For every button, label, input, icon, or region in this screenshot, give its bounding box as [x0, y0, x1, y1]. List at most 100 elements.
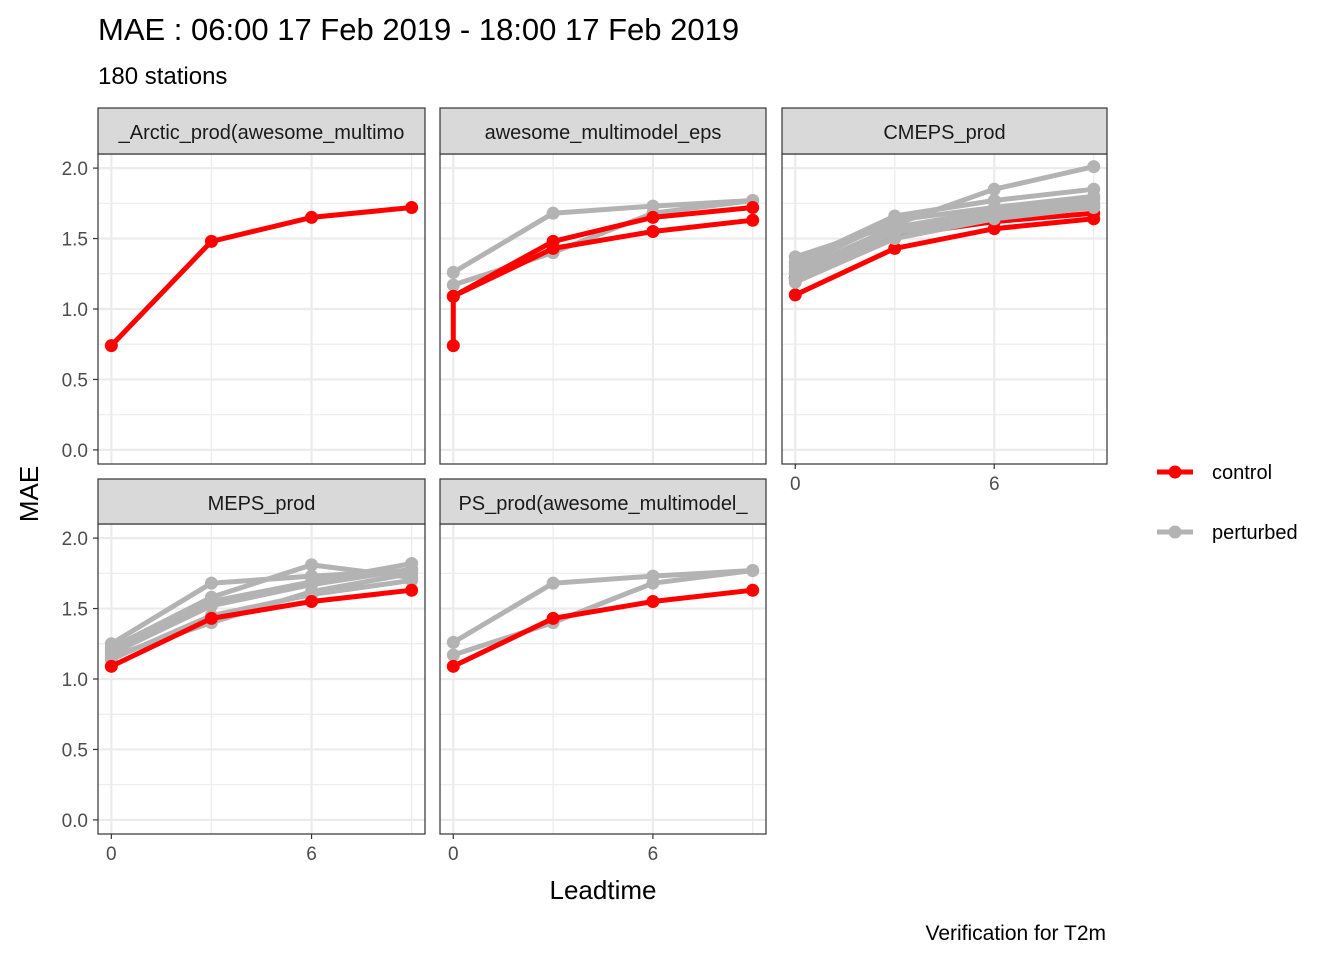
facet-panel: _Arctic_prod(awesome_multimo 0.0 0.5 1.0 1.5…	[62, 107, 426, 465]
y-tick-label: 1.5	[62, 230, 88, 251]
y-tick-label: 0.5	[62, 740, 88, 761]
legend-key-point	[1168, 465, 1182, 479]
data-point-control	[546, 611, 560, 625]
facet-panel: CMEPS_prod 0 6	[781, 107, 1108, 495]
x-axis-label: Leadtime	[550, 875, 657, 905]
facet-strip	[97, 478, 426, 525]
data-point-perturbed	[204, 576, 218, 590]
data-point-control	[204, 234, 218, 248]
x-tick-label: 6	[306, 844, 317, 865]
data-point-perturbed	[1087, 201, 1101, 215]
facet-strip	[439, 478, 767, 525]
series-line-perturbed	[452, 198, 753, 275]
data-point-control	[446, 339, 460, 353]
data-point-control	[646, 210, 660, 224]
facet-panel: PS_prod(awesome_multimodel_ 0 6	[439, 478, 767, 865]
facet-panel: MEPS_prod 0.0 0.5 1.0 1.5 2.0 0 6	[62, 478, 426, 865]
x-tick-label: 0	[448, 844, 459, 865]
series-group	[446, 564, 760, 673]
series-line-perturbed	[110, 561, 413, 654]
data-point-perturbed	[788, 275, 802, 289]
y-tick-label: 1.0	[62, 300, 88, 321]
facet-strip-label: CMEPS_prod	[883, 122, 1005, 144]
facet-panel: awesome_multimodel_eps	[439, 107, 767, 465]
facet-strip-label: _Arctic_prod(awesome_multimo	[118, 122, 405, 144]
data-point-control	[788, 288, 802, 302]
series-group	[104, 201, 419, 353]
facet-strip	[97, 107, 426, 155]
series-line-control	[110, 587, 412, 669]
y-axis-label: MAE	[14, 466, 44, 522]
series-line-perturbed	[794, 205, 1094, 285]
series-group	[104, 556, 419, 673]
data-point-control	[746, 583, 760, 597]
facet-strip	[439, 107, 767, 155]
data-point-perturbed	[204, 599, 218, 613]
data-point-perturbed	[646, 576, 660, 590]
series-line-perturbed	[794, 186, 1094, 265]
data-point-perturbed	[987, 182, 1001, 196]
data-point-control	[305, 210, 319, 224]
data-point-control	[405, 201, 419, 215]
x-tick-label: 6	[989, 474, 1000, 495]
series-line-perturbed	[794, 193, 1094, 269]
legend-label: perturbed	[1212, 522, 1298, 544]
data-point-control	[305, 595, 319, 608]
data-point-perturbed	[405, 573, 419, 587]
legend-label: control	[1212, 462, 1272, 484]
legend-item-perturbed: perturbed	[1157, 522, 1298, 544]
series-group	[446, 194, 760, 353]
facet-panels: _Arctic_prod(awesome_multimo 0.0 0.5 1.0 1.5…	[62, 107, 1108, 865]
data-point-perturbed	[446, 278, 460, 292]
series-line-perturbed	[794, 200, 1094, 277]
legend-item-control: control	[1157, 462, 1272, 484]
y-tick-label: 0.0	[62, 811, 88, 832]
x-tick-label: 0	[106, 844, 117, 865]
facet-strip-label: PS_prod(awesome_multimodel_	[458, 493, 748, 515]
data-point-control	[546, 241, 560, 255]
data-point-perturbed	[888, 232, 902, 246]
series-line-perturbed	[794, 196, 1094, 274]
data-point-control	[746, 213, 760, 227]
y-tick-label: 1.0	[62, 670, 88, 691]
series-line-control	[109, 205, 412, 348]
data-point-control	[646, 595, 660, 608]
data-point-perturbed	[546, 206, 560, 220]
chart-subtitle: 180 stations	[98, 63, 227, 90]
series-line-perturbed	[110, 577, 413, 662]
data-point-perturbed	[446, 648, 460, 662]
facet-strip	[781, 107, 1108, 155]
x-tick-label: 6	[648, 844, 659, 865]
data-point-perturbed	[987, 212, 1001, 226]
data-point-control	[888, 241, 902, 255]
y-tick-label: 2.0	[62, 529, 88, 550]
data-point-perturbed	[746, 564, 760, 577]
facet-strip-label: MEPS_prod	[208, 493, 316, 515]
data-point-perturbed	[1087, 160, 1101, 174]
series-line-perturbed	[452, 568, 753, 645]
data-point-control	[646, 225, 660, 238]
legend-key-point	[1168, 525, 1182, 539]
data-point-control	[204, 611, 218, 625]
y-tick-label: 2.0	[62, 159, 88, 180]
x-tick-label: 0	[790, 474, 801, 495]
series-group	[788, 160, 1101, 302]
data-point-perturbed	[305, 558, 319, 572]
chart-title: MAE : 06:00 17 Feb 2019 - 18:00 17 Feb 2…	[98, 12, 739, 47]
series-line-control	[794, 216, 1094, 298]
series-line-perturbed	[452, 568, 754, 658]
data-point-control	[405, 583, 419, 597]
chart-caption: Verification for T2m	[925, 922, 1106, 945]
data-point-control	[446, 659, 460, 673]
series-line-control	[452, 217, 753, 299]
y-tick-label: 0.0	[62, 441, 88, 462]
legend: control perturbed	[1157, 462, 1298, 544]
y-tick-label: 0.5	[62, 370, 88, 391]
series-line-perturbed	[110, 566, 413, 656]
series-line-control	[452, 587, 753, 669]
facet-strip-label: awesome_multimodel_eps	[485, 122, 722, 144]
data-point-control	[746, 201, 760, 215]
data-point-perturbed	[546, 576, 560, 590]
data-point-perturbed	[446, 635, 460, 649]
